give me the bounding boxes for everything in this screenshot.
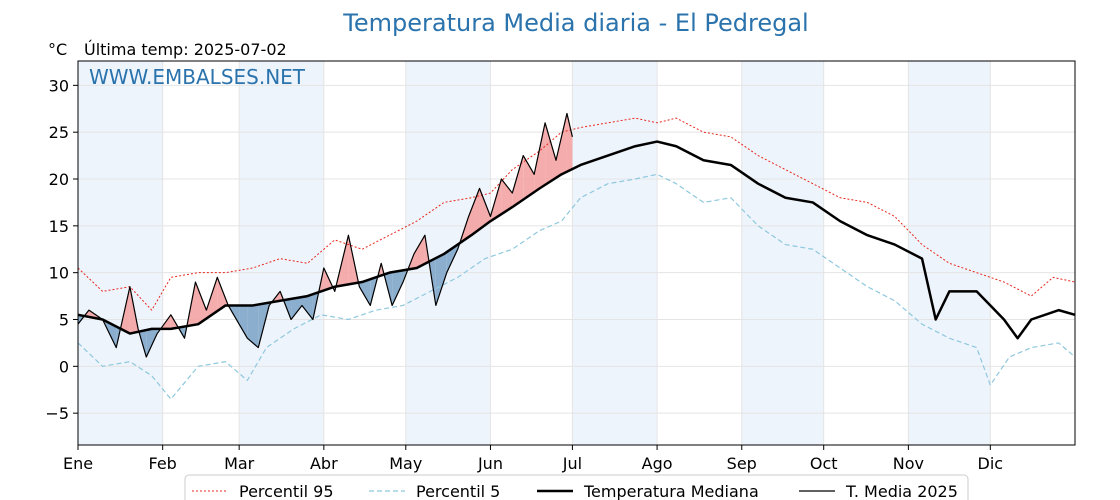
x-axis: Ene Feb Mar Abr May Jun Jul Ago Sep Oct Nov Dic (63, 445, 1003, 473)
legend-label-percentil-95: Percentil 95 (239, 482, 334, 500)
percentil-5-line (77, 173, 1076, 400)
y-tick-label-2: 20 (49, 170, 69, 189)
y-tick-label-4: 10 (49, 264, 69, 283)
warm-anomaly-fill-58 (512, 155, 524, 208)
cold-anomaly-fill-50 (435, 252, 447, 306)
month-band-0 (78, 61, 163, 445)
month-band-5 (908, 61, 991, 445)
x-tick-label-6: Jul (562, 454, 582, 473)
cold-anomaly-fill-29 (291, 297, 302, 320)
cold-anomaly-fill-44 (392, 270, 404, 306)
legend-label-t-media-2025: T. Media 2025 (845, 482, 958, 500)
y-tick-label-1: 25 (49, 123, 69, 142)
series-lines (77, 112, 1076, 400)
warm-anomaly-fill-55 (479, 188, 491, 230)
x-tick-label-11: Dic (978, 454, 1004, 473)
cold-anomaly-fill-39 (359, 279, 371, 306)
warm-anomaly-fill-17 (195, 282, 207, 325)
legend-label-percentil-5: Percentil 5 (416, 482, 500, 500)
month-band-4 (741, 61, 824, 445)
y-tick-label-3: 15 (49, 217, 69, 236)
last-temp-label: Última temp: 2025-07-02 (84, 40, 287, 59)
y-axis: 30 25 20 15 10 5 0 −5 (45, 76, 78, 423)
plot-frame (77, 60, 1076, 446)
watermark-text: WWW.EMBALSES.NET (89, 65, 306, 89)
t-media-2025-line (77, 112, 573, 358)
legend-label-temperatura-mediana: Temperatura Mediana (583, 482, 759, 500)
y-tick-label-5: 5 (59, 310, 69, 329)
warm-anomaly-fill-47 (413, 235, 425, 269)
x-tick-label-5: Jun (477, 454, 503, 473)
x-tick-label-3: Abr (310, 454, 338, 473)
legend-box (184, 474, 969, 500)
cold-anomaly-fill-22 (239, 305, 248, 339)
month-band-3 (572, 61, 658, 445)
y-tick-label-7: −5 (45, 404, 69, 423)
warm-anomaly-fill-18 (206, 277, 218, 319)
warm-anomaly-fill-62 (556, 113, 567, 178)
warm-anomaly-fill-57 (501, 179, 513, 215)
legend: Percentil 95 Percentil 5 Temperatura Media… (184, 474, 969, 500)
temperatura-mediana-line (77, 140, 1076, 340)
warm-anomaly-fill-63 (566, 113, 573, 172)
x-tick-label-4: May (389, 454, 422, 473)
x-tick-label-2: Mar (224, 454, 255, 473)
warm-anomaly-fill-54 (468, 188, 480, 238)
y-tick-label-6: 0 (59, 357, 69, 376)
x-tick-label-7: Ago (642, 454, 673, 473)
unit-label: °C (48, 40, 67, 59)
chart-title: Temperatura Media diaria - El Pedregal (342, 9, 808, 37)
x-tick-label-10: Nov (893, 454, 924, 473)
month-shading-bands (78, 61, 991, 445)
cold-anomaly-fill-23 (247, 304, 259, 348)
x-tick-label-0: Ene (63, 454, 93, 473)
x-tick-label-1: Feb (149, 454, 177, 473)
warm-anomaly-fill-61 (545, 122, 557, 185)
warm-anomaly-fill-59 (523, 155, 535, 200)
x-tick-label-9: Oct (810, 454, 838, 473)
x-tick-label-8: Sep (727, 454, 757, 473)
month-band-1 (239, 61, 324, 445)
warm-anomaly-fill-60 (534, 122, 546, 193)
cold-anomaly-fill-30 (301, 294, 313, 320)
y-tick-label-0: 30 (49, 76, 69, 95)
